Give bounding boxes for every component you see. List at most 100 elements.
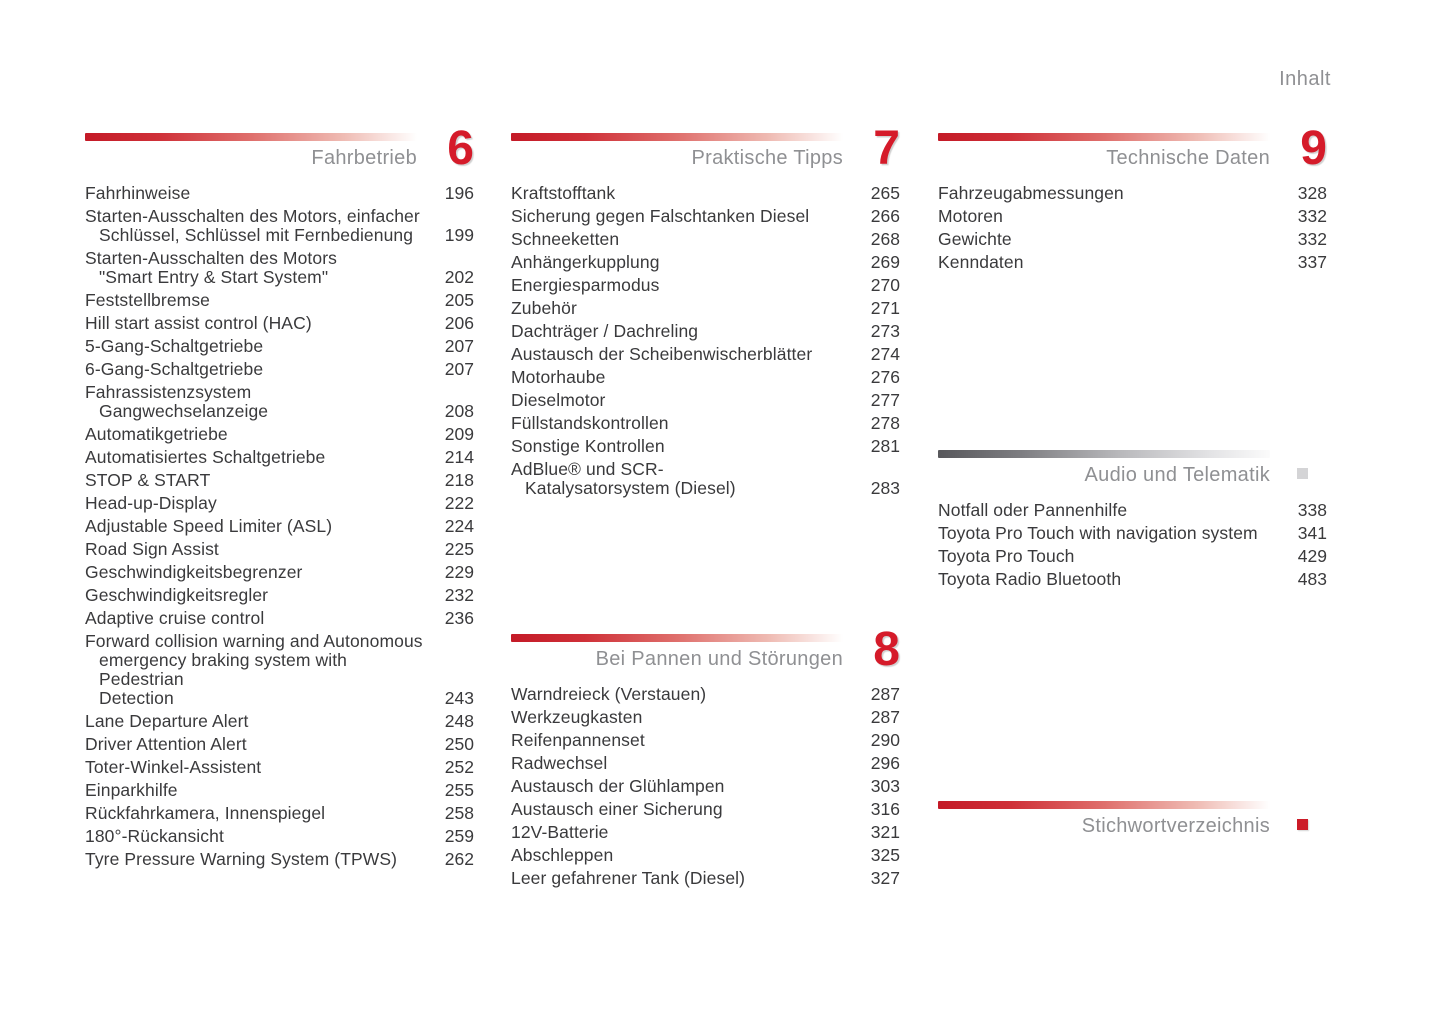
toc-entry[interactable]: Anhängerkupplung 269 [511, 253, 900, 272]
toc-entry[interactable]: Toyota Radio Bluetooth 483 [938, 570, 1327, 589]
toc-entry[interactable]: Notfall oder Pannenhilfe 338 [938, 501, 1327, 520]
toc-entry-page-number: 252 [444, 757, 474, 777]
toc-entry[interactable]: Dachträger / Dachreling 273 [511, 322, 900, 341]
toc-entry-page-number: 243 [444, 688, 474, 708]
page-title-inhalt: Inhalt [1279, 68, 1331, 90]
toc-entry-label: Warndreieck (Verstauen) [511, 684, 707, 704]
toc-entry-label: Adjustable Speed Limiter (ASL) [85, 516, 333, 536]
toc-entry[interactable]: 5-Gang-Schaltgetriebe 207 [85, 337, 474, 356]
toc-entry[interactable]: Head-up-Display 222 [85, 494, 474, 513]
toc-entry[interactable]: Motorhaube 276 [511, 368, 900, 387]
toc-entry[interactable]: Toyota Pro Touch 429 [938, 547, 1327, 566]
toc-entry-page-number: 209 [444, 424, 474, 444]
toc-entry[interactable]: Radwechsel 296 [511, 754, 900, 773]
toc-entry[interactable]: Dieselmotor 277 [511, 391, 900, 410]
toc-entry[interactable]: Adaptive cruise control 236 [85, 609, 474, 628]
section-divider-bar [85, 133, 417, 141]
toc-entry[interactable]: AdBlue® und SCR- Katalysatorsystem (Diese… [511, 460, 900, 498]
toc-entry[interactable]: Leer gefahrener Tank (Diesel) 327 [511, 869, 900, 888]
toc-entry-label: 5-Gang-Schaltgetriebe [85, 336, 264, 356]
toc-entry-page-number: 222 [444, 493, 474, 513]
toc-entry[interactable]: Warndreieck (Verstauen) 287 [511, 685, 900, 704]
toc-entry-page-number: 287 [870, 684, 900, 704]
toc-entry[interactable]: Gewichte 332 [938, 230, 1327, 249]
toc-entry-page-number: 332 [1297, 229, 1327, 249]
toc-entry[interactable]: 12V-Batterie 321 [511, 823, 900, 842]
toc-entry-label: Fahrhinweise [85, 183, 191, 203]
toc-entry[interactable]: Lane Departure Alert 248 [85, 712, 474, 731]
section-number: 9 [1300, 122, 1327, 175]
toc-entry-label: Fahrzeugabmessungen [938, 183, 1124, 203]
toc-entry[interactable]: Fahrhinweise 196 [85, 184, 474, 203]
toc-entry[interactable]: Füllstandskontrollen 278 [511, 414, 900, 433]
section-divider-bar [938, 450, 1270, 458]
toc-entry[interactable]: Starten-Ausschalten des Motors, einfache… [85, 207, 474, 245]
toc-entry[interactable]: Hill start assist control (HAC) 206 [85, 314, 474, 333]
section-entries: Notfall oder Pannenhilfe 338 Toyota Pro … [938, 501, 1327, 589]
section-header: Technische Daten 9 [938, 125, 1327, 173]
toc-entry[interactable]: Sicherung gegen Falschtanken Diesel 266 [511, 207, 900, 226]
toc-entry-label: Geschwindigkeitsbegrenzer [85, 562, 303, 582]
toc-entry[interactable]: Rückfahrkamera, Innenspiegel 258 [85, 804, 474, 823]
toc-entry[interactable]: Forward collision warning and Autonomous… [85, 632, 474, 708]
toc-entry-label: Forward collision warning and Autonomous… [85, 631, 423, 708]
toc-entry-label: Füllstandskontrollen [511, 413, 669, 433]
toc-entry-page-number: 483 [1297, 569, 1327, 589]
toc-entry-label: Kraftstofftank [511, 183, 616, 203]
section-title: Audio und Telematik [1084, 464, 1270, 486]
toc-entry-page-number: 236 [444, 608, 474, 628]
toc-entry[interactable]: Road Sign Assist 225 [85, 540, 474, 559]
toc-entry[interactable]: Zubehör 271 [511, 299, 900, 318]
toc-entry-label: Lane Departure Alert [85, 711, 249, 731]
toc-entry[interactable]: Feststellbremse 205 [85, 291, 474, 310]
toc-entry[interactable]: Starten-Ausschalten des Motors "Smart Ent… [85, 249, 474, 287]
toc-entry[interactable]: Austausch der Glühlampen 303 [511, 777, 900, 796]
toc-entry[interactable]: Werkzeugkasten 287 [511, 708, 900, 727]
section-title: Technische Daten [1106, 147, 1270, 169]
toc-entry[interactable]: Austausch einer Sicherung 316 [511, 800, 900, 819]
toc-entry[interactable]: Geschwindigkeitsbegrenzer 229 [85, 563, 474, 582]
toc-entry[interactable]: Kenndaten 337 [938, 253, 1327, 272]
toc-entry[interactable]: Energiesparmodus 270 [511, 276, 900, 295]
toc-entry[interactable]: 180°-Rückansicht 259 [85, 827, 474, 846]
toc-entry[interactable]: Austausch der Scheibenwischerblätter 274 [511, 345, 900, 364]
toc-entry[interactable]: Fahrzeugabmessungen 328 [938, 184, 1327, 203]
toc-entry[interactable]: Sonstige Kontrollen 281 [511, 437, 900, 456]
toc-entry[interactable]: Einparkhilfe 255 [85, 781, 474, 800]
toc-entry[interactable]: Fahrassistenzsystem Gangwechselanzeige 20… [85, 383, 474, 421]
toc-entry[interactable]: Kraftstofftank 265 [511, 184, 900, 203]
toc-entry-page-number: 202 [444, 267, 474, 287]
section-divider-bar [511, 634, 843, 642]
toc-entry[interactable]: Tyre Pressure Warning System (TPWS) 262 [85, 850, 474, 869]
toc-entry[interactable]: Automatisiertes Schaltgetriebe 214 [85, 448, 474, 467]
toc-entry-page-number: 429 [1297, 546, 1327, 566]
toc-entry-label: Sonstige Kontrollen [511, 436, 665, 456]
toc-entry[interactable]: Abschleppen 325 [511, 846, 900, 865]
toc-section-technische-daten: Technische Daten 9 Fahrzeugabmessungen 3… [938, 125, 1327, 272]
toc-entry[interactable]: Adjustable Speed Limiter (ASL) 224 [85, 517, 474, 536]
toc-entry[interactable]: 6-Gang-Schaltgetriebe 207 [85, 360, 474, 379]
toc-entry[interactable]: Geschwindigkeitsregler 232 [85, 586, 474, 605]
toc-entry[interactable]: Driver Attention Alert 250 [85, 735, 474, 754]
toc-entry-label: Motoren [938, 206, 1003, 226]
toc-entry[interactable]: Schneeketten 268 [511, 230, 900, 249]
toc-entry[interactable]: Toyota Pro Touch with navigation system … [938, 524, 1327, 543]
toc-entry-label: Radwechsel [511, 753, 608, 773]
toc-entry[interactable]: Reifenpannenset 290 [511, 731, 900, 750]
toc-entry-page-number: 265 [870, 183, 900, 203]
toc-entry[interactable]: Toter-Winkel-Assistent 252 [85, 758, 474, 777]
section-number: 6 [447, 122, 474, 175]
toc-entry-label: STOP & START [85, 470, 211, 490]
toc-entry-label: Austausch einer Sicherung [511, 799, 723, 819]
section-divider-bar [938, 133, 1270, 141]
toc-entry[interactable]: Motoren 332 [938, 207, 1327, 226]
toc-entry-page-number: 277 [870, 390, 900, 410]
section-header: Fahrbetrieb 6 [85, 125, 474, 173]
toc-entry-page-number: 327 [870, 868, 900, 888]
toc-entry[interactable]: STOP & START 218 [85, 471, 474, 490]
toc-entry[interactable]: Automatikgetriebe 209 [85, 425, 474, 444]
red-square-icon [1297, 819, 1308, 830]
section-title: Praktische Tipps [691, 147, 843, 169]
toc-section-audio-und-telematik: Audio und Telematik Notfall oder Pannenh… [938, 450, 1327, 589]
toc-entry-label: Werkzeugkasten [511, 707, 643, 727]
